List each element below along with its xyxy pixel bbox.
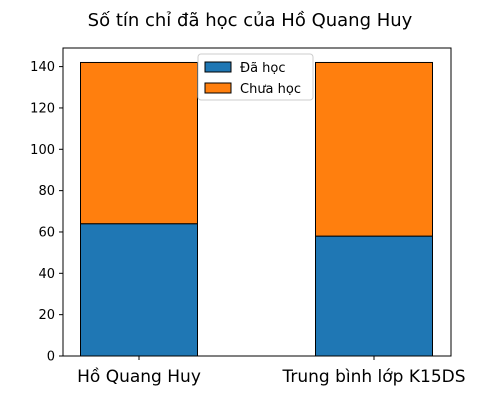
bar-studied-1 bbox=[315, 235, 433, 357]
y-tick-label: 140 bbox=[30, 60, 55, 75]
legend-label: Đã học bbox=[240, 61, 286, 76]
legend-swatch bbox=[204, 61, 232, 73]
y-tick-label: 0 bbox=[47, 350, 55, 365]
legend-swatch bbox=[204, 82, 232, 94]
bar-remaining-0 bbox=[80, 61, 198, 225]
chart-title: Số tín chỉ đã học của Hồ Quang Huy bbox=[88, 10, 413, 31]
y-tick-label: 120 bbox=[30, 101, 55, 116]
legend: Đã học Chưa học bbox=[197, 53, 314, 101]
bar-studied-0 bbox=[80, 223, 198, 357]
bar-remaining-1 bbox=[315, 61, 433, 237]
y-tick-label: 100 bbox=[30, 143, 55, 158]
plot-frame bbox=[62, 47, 452, 357]
axes-layer: 0 20 40 60 80 100 120 140 Hồ Quang Huy Trung bình… bbox=[30, 47, 466, 387]
x-tick-label: Hồ Quang Huy bbox=[77, 366, 201, 387]
y-tick-label: 80 bbox=[38, 184, 55, 199]
y-tick-label: 40 bbox=[38, 267, 55, 282]
y-tick-label: 20 bbox=[38, 308, 55, 323]
x-tick-label: Trung bình lớp K15DS bbox=[281, 367, 465, 387]
legend-label: Chưa học bbox=[240, 82, 301, 97]
bars-layer bbox=[80, 61, 433, 357]
y-tick-label: 60 bbox=[38, 225, 55, 240]
